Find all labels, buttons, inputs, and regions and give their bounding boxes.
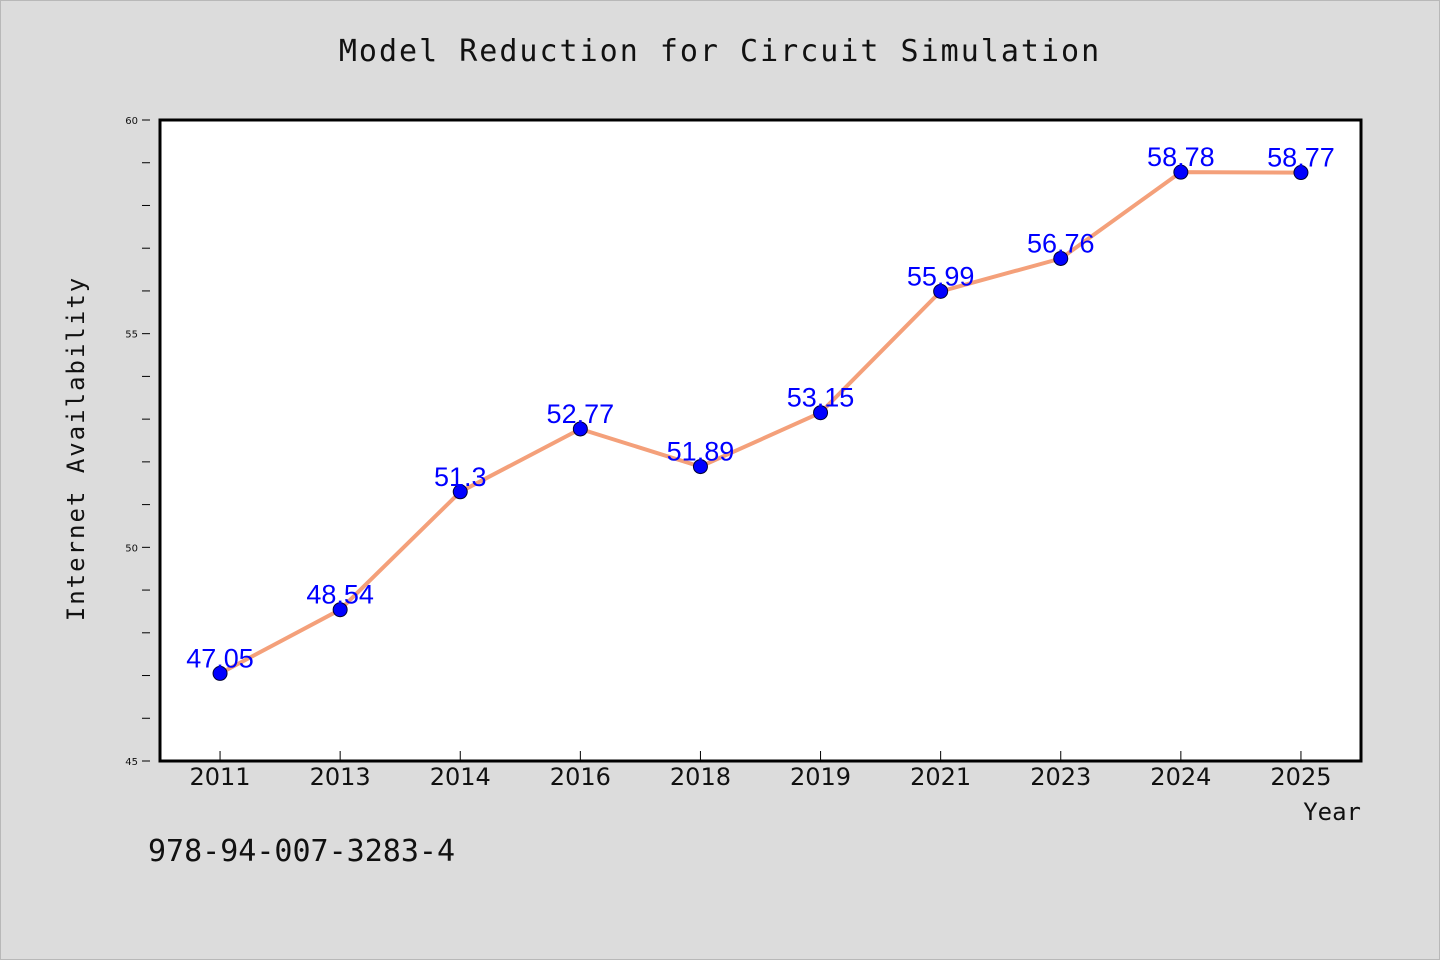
y-axis: 45 50 55 60 — [125, 116, 150, 768]
plot-border — [158, 118, 1363, 763]
data-point — [813, 405, 829, 421]
x-tick-label: 2021 — [910, 763, 971, 791]
data-point — [452, 484, 468, 500]
data-point — [1293, 165, 1309, 181]
x-tick-label: 2024 — [1150, 763, 1211, 791]
y-tick-label: 60 — [125, 116, 138, 127]
x-tick-label: 2023 — [1030, 763, 1091, 791]
x-tick-label: 2019 — [790, 763, 851, 791]
data-label: 51.3 — [434, 462, 487, 492]
x-tick-label: 2013 — [310, 763, 371, 791]
data-label: 51.89 — [667, 437, 735, 467]
x-tick-label: 2014 — [430, 763, 491, 791]
y-axis-title: Internet Availability — [62, 276, 90, 621]
isbn-footnote: 978-94-007-3283-4 — [148, 834, 456, 869]
series-line — [219, 170, 1302, 676]
y-tick-label: 45 — [125, 757, 138, 768]
data-label: 56.76 — [1027, 228, 1095, 258]
data-label: 58.78 — [1147, 142, 1215, 172]
data-labels: 47.05 48.54 51.3 52.77 51.89 53.15 55.99 56.76 5… — [186, 142, 1334, 673]
data-point — [212, 665, 228, 681]
data-label: 53.15 — [787, 383, 855, 413]
data-label: 47.05 — [186, 643, 254, 673]
series-markers — [212, 164, 1309, 681]
chart-title: Model Reduction for Circuit Simulation — [338, 34, 1102, 69]
data-point — [1173, 164, 1189, 180]
data-label: 55.99 — [907, 261, 975, 291]
y-tick-label: 50 — [125, 543, 138, 554]
x-tick-label: 2018 — [670, 763, 731, 791]
data-point — [1053, 250, 1069, 266]
data-point — [933, 283, 949, 299]
y-tick-label: 55 — [125, 330, 138, 341]
x-tick-label: 2025 — [1270, 763, 1331, 791]
x-axis-title: Year — [1303, 798, 1361, 826]
data-label: 58.77 — [1267, 143, 1335, 173]
data-point — [332, 602, 348, 618]
data-label: 48.54 — [306, 580, 374, 610]
x-tick-label: 2011 — [190, 763, 251, 791]
data-label: 52.77 — [547, 399, 615, 429]
x-axis: 2011 2013 2014 2016 2018 2019 2021 2023 2024 2025 — [190, 751, 1331, 791]
x-tick-label: 2016 — [550, 763, 611, 791]
data-point — [572, 421, 588, 437]
data-point — [692, 459, 708, 475]
